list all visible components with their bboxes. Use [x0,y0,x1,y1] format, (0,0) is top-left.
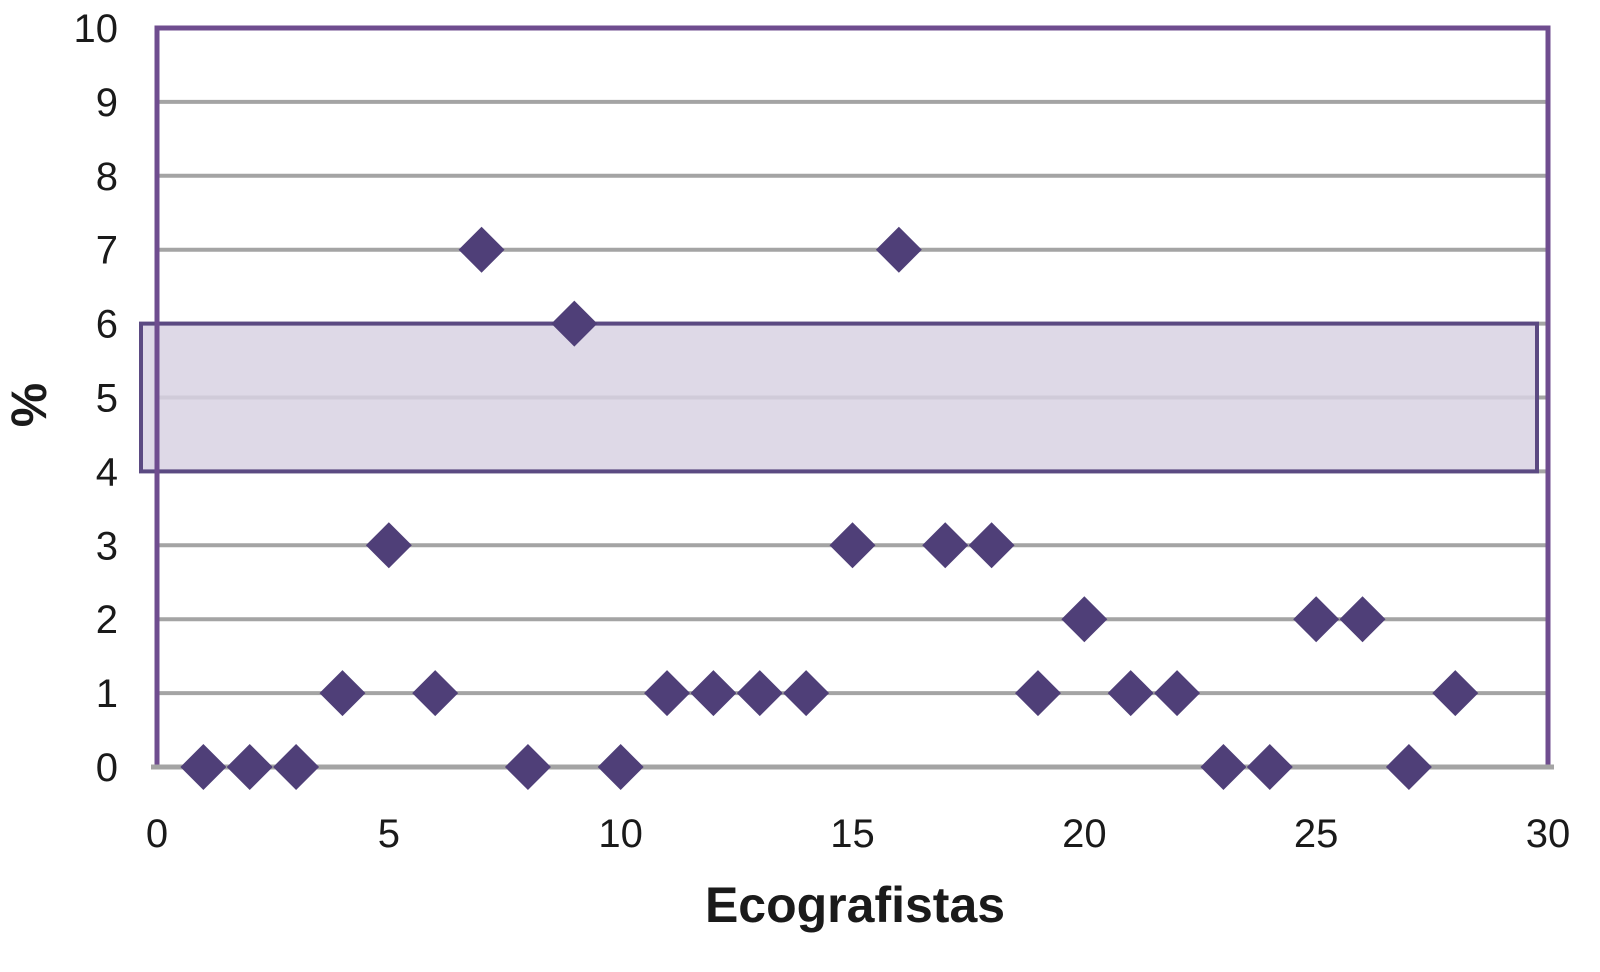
y-tick-label-1: 1 [96,672,118,716]
y-tick-label-10: 10 [74,7,119,51]
x-tick-label-0: 0 [146,812,168,856]
data-point-25 [1293,596,1340,643]
y-axis-ticks: 0 1 2 3 4 5 6 7 8 9 10 [74,7,119,790]
data-point-11 [644,670,691,717]
data-point-17 [922,522,969,569]
data-point-8 [504,744,551,790]
y-tick-label-7: 7 [96,229,118,273]
y-tick-label-8: 8 [96,155,118,199]
data-point-10 [597,744,644,790]
x-tick-label-30: 30 [1526,812,1571,856]
y-tick-label-2: 2 [96,598,118,642]
y-tick-label-4: 4 [96,450,118,494]
data-point-14 [783,670,830,717]
data-point-9 [551,300,598,347]
y-tick-label-9: 9 [96,81,118,125]
y-axis-title: % [1,383,57,427]
data-point-3 [273,744,320,790]
y-tick-label-5: 5 [96,377,118,421]
x-tick-label-15: 15 [830,812,875,856]
y-tick-label-6: 6 [96,303,118,347]
data-point-27 [1385,744,1432,790]
data-point-15 [829,522,876,569]
data-point-19 [1014,670,1061,717]
data-point-20 [1061,596,1108,643]
data-point-4 [319,670,366,717]
y-tick-label-0: 0 [96,746,118,790]
x-tick-label-10: 10 [598,812,643,856]
data-point-28 [1432,670,1479,717]
data-point-26 [1339,596,1386,643]
x-tick-label-20: 20 [1062,812,1107,856]
data-point-18 [968,522,1015,569]
reference-band [139,321,1539,474]
data-point-16 [875,226,922,273]
data-point-13 [736,670,783,717]
data-point-7 [458,226,505,273]
data-point-1 [180,744,227,790]
x-axis-ticks: 0 5 10 15 20 25 30 [146,812,1570,856]
data-markers [180,226,1479,790]
data-point-2 [226,744,273,790]
data-point-6 [412,670,459,717]
data-point-12 [690,670,737,717]
plot-frame-layer [151,25,1554,770]
data-point-21 [1107,670,1154,717]
data-point-24 [1246,744,1293,790]
x-axis-title: Ecografistas [705,877,1005,933]
y-tick-label-3: 3 [96,524,118,568]
data-point-22 [1154,670,1201,717]
data-point-23 [1200,744,1247,790]
data-point-5 [365,522,412,569]
reference-band-layer [139,321,1539,474]
x-tick-label-5: 5 [378,812,400,856]
x-tick-label-25: 25 [1294,812,1339,856]
